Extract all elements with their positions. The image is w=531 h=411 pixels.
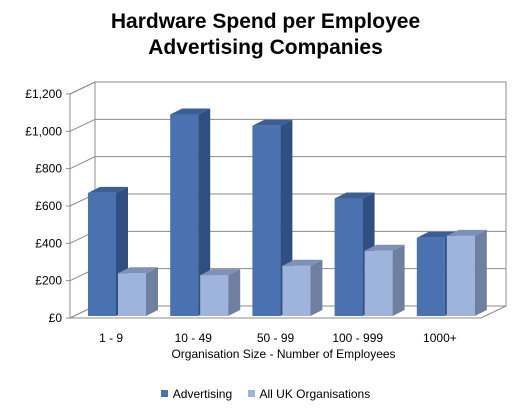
- chart-title-line-1: Hardware Spend per Employee: [110, 10, 421, 33]
- y-tick-label: £600: [35, 199, 62, 213]
- bar-top: [282, 259, 323, 266]
- legend-swatch-all-uk: [247, 390, 255, 397]
- bar-front: [170, 114, 199, 317]
- y-tick-label: £1,000: [25, 124, 62, 138]
- bar-side: [198, 108, 211, 317]
- bar-top: [364, 244, 405, 251]
- bar-front: [446, 235, 475, 316]
- x-axis-title: Organisation Size - Number of Employees: [171, 347, 395, 361]
- gridline: [69, 156, 506, 170]
- bar-front: [118, 273, 146, 316]
- x-tick-label: 1 - 9: [99, 331, 123, 345]
- bar-side: [474, 229, 487, 316]
- bar-top: [118, 267, 158, 274]
- chart-legend: Advertising All UK Organisations: [0, 386, 531, 401]
- gridline: [69, 118, 506, 132]
- legend-item-all-uk: All UK Organisations: [247, 386, 371, 401]
- legend-item-advertising: Advertising: [160, 386, 233, 401]
- y-tick-label: £200: [35, 274, 62, 288]
- bar-top: [200, 269, 241, 276]
- bar-front: [252, 125, 281, 316]
- bar-front: [200, 275, 229, 316]
- y-tick-label: £1,200: [25, 87, 62, 101]
- y-tick-label: £800: [35, 162, 62, 176]
- bar-top: [170, 108, 211, 115]
- bar-top: [252, 119, 293, 126]
- bar-top: [446, 229, 487, 236]
- bar-side: [310, 259, 323, 316]
- chart-title-line-2: Advertising Companies: [148, 36, 383, 59]
- legend-label-advertising: Advertising: [172, 386, 233, 401]
- y-tick-label: £0: [49, 311, 63, 325]
- bar-front: [416, 237, 445, 316]
- bar-side: [392, 244, 405, 316]
- bar-side: [228, 269, 241, 316]
- x-tick-label: 1000+: [423, 331, 457, 345]
- y-tick-label: £400: [35, 236, 62, 250]
- x-tick-label: 100 - 999: [332, 331, 383, 345]
- legend-swatch-advertising: [160, 390, 168, 397]
- bar-front: [364, 250, 393, 316]
- x-tick-label: 50 - 99: [257, 331, 295, 345]
- bar-top: [88, 186, 128, 193]
- gridline: [69, 81, 506, 95]
- bar-front: [88, 192, 116, 316]
- bar-front: [282, 265, 311, 316]
- x-tick-label: 10 - 49: [175, 331, 213, 345]
- legend-label-all-uk: All UK Organisations: [259, 386, 371, 401]
- bar-side: [146, 267, 158, 316]
- bar-front: [334, 198, 363, 316]
- bar-top: [334, 192, 375, 199]
